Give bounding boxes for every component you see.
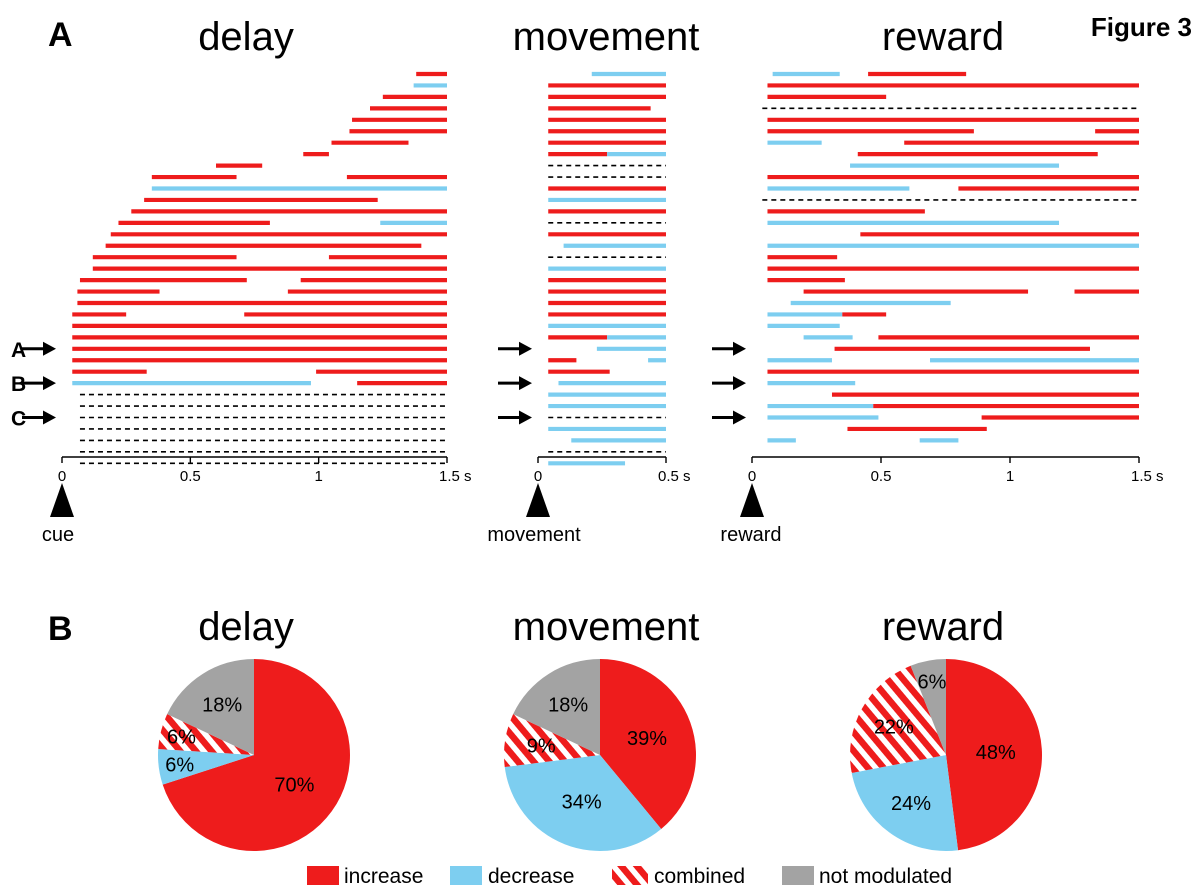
- raster-delay-row-marker-label-2: C: [11, 408, 26, 431]
- pie-movement-slice-not_modulated: [513, 659, 600, 755]
- raster-reward: reward reward 0 0.5 1 1.5 s: [712, 15, 1164, 546]
- panel-a-label: A: [48, 16, 73, 54]
- legend-label-increase: increase: [344, 865, 423, 888]
- panel-b-label: B: [48, 610, 73, 648]
- pie-movement-label-combined: 9%: [527, 736, 556, 758]
- pie-reward-label-increase: 48%: [976, 742, 1016, 764]
- raster-delay-row-marker-label-1: B: [11, 373, 26, 396]
- legend-label-decrease: decrease: [488, 865, 574, 888]
- pie-reward-slice-decrease: [851, 755, 959, 851]
- raster-movement: movement movement 0 0.5 s: [487, 15, 699, 546]
- pie-reward-slice-increase: [946, 659, 1042, 851]
- raster-reward-arrow-head-1: [733, 376, 746, 391]
- pie-delay-label-increase: 70%: [274, 774, 314, 796]
- figure-label: Figure 3: [1091, 12, 1192, 42]
- pie-movement-label-decrease: 34%: [562, 791, 602, 813]
- pie-delay-slice-not_modulated: [167, 659, 254, 755]
- legend-swatch-decrease: [450, 866, 482, 885]
- raster-reward-tick-label-0: 0: [748, 468, 756, 485]
- pie-delay-label-not_modulated: 18%: [202, 695, 242, 717]
- raster-movement-arrow-head-0: [519, 341, 532, 356]
- pie-movement-title: movement: [513, 605, 700, 649]
- raster-reward-event-marker: [740, 483, 764, 517]
- pie-reward-title: reward: [882, 605, 1004, 649]
- raster-movement-event-marker: [526, 483, 550, 517]
- raster-reward-arrow-head-0: [733, 341, 746, 356]
- raster-delay-event-marker: [50, 483, 74, 517]
- raster-delay-event-label: cue: [42, 524, 74, 546]
- raster-movement-tick-label-1: 0.5 s: [658, 468, 691, 485]
- raster-delay-row-marker-label-0: A: [11, 339, 26, 362]
- pie-movement-label-not_modulated: 18%: [548, 695, 588, 717]
- raster-delay-tick-label-2: 1: [314, 468, 322, 485]
- raster-reward-title: reward: [882, 15, 1004, 59]
- pie-delay-slice-decrease: [158, 748, 254, 785]
- raster-reward-event-label: reward: [720, 524, 781, 546]
- pie-reward-slice-combined: [849, 665, 946, 773]
- raster-reward-tick-label-2: 1: [1006, 468, 1014, 485]
- raster-reward-tick-label-1: 0.5: [871, 468, 892, 485]
- legend-swatch-increase: [307, 866, 339, 885]
- legend-label-combined: combined: [654, 865, 745, 888]
- legend-label-not-modulated: not modulated: [819, 865, 952, 888]
- legend-swatch-not-modulated: [782, 866, 814, 885]
- raster-movement-tick-label-0: 0: [534, 468, 542, 485]
- pie-delay-label-decrease: 6%: [165, 754, 194, 776]
- raster-delay-tick-label-1: 0.5: [180, 468, 201, 485]
- pie-reward-label-not_modulated: 6%: [918, 671, 947, 693]
- pie-reward-label-combined: 22%: [874, 716, 914, 738]
- raster-movement-event-label: movement: [487, 524, 581, 546]
- raster-reward-arrow-head-2: [733, 410, 746, 425]
- legend: increase decrease combined not modulated: [307, 865, 952, 888]
- pie-movement-slice-combined: [504, 714, 600, 768]
- raster-delay-arrow-head-0: [43, 341, 56, 356]
- raster-delay-title: delay: [198, 15, 294, 59]
- raster-reward-tick-label-3: 1.5 s: [1131, 468, 1164, 485]
- raster-movement-arrow-head-2: [519, 410, 532, 425]
- legend-swatch-combined: [612, 866, 648, 885]
- raster-delay-arrow-head-2: [43, 410, 56, 425]
- pie-reward-slice-not_modulated: [910, 659, 946, 755]
- pie-reward-label-decrease: 24%: [891, 793, 931, 815]
- raster-movement-arrow-head-1: [519, 376, 532, 391]
- raster-delay-tick-label-0: 0: [58, 468, 66, 485]
- pie-delay: delay 70% 6% 6% 18%: [158, 605, 350, 852]
- pie-movement: movement 39% 34% 9% 18%: [504, 605, 700, 852]
- pie-delay-label-combined: 6%: [167, 726, 196, 748]
- pie-movement-slice-decrease: [504, 755, 662, 852]
- raster-delay-arrow-head-1: [43, 376, 56, 391]
- pie-delay-slice-increase: [162, 659, 350, 852]
- pie-movement-slice-increase: [600, 659, 697, 829]
- pie-reward: reward 48% 24% 22% 6%: [849, 605, 1042, 851]
- pie-delay-title: delay: [198, 605, 294, 649]
- raster-movement-title: movement: [513, 15, 700, 59]
- raster-delay-tick-label-3: 1.5 s: [439, 468, 472, 485]
- pie-movement-label-increase: 39%: [627, 728, 667, 750]
- pie-delay-slice-combined: [158, 714, 254, 755]
